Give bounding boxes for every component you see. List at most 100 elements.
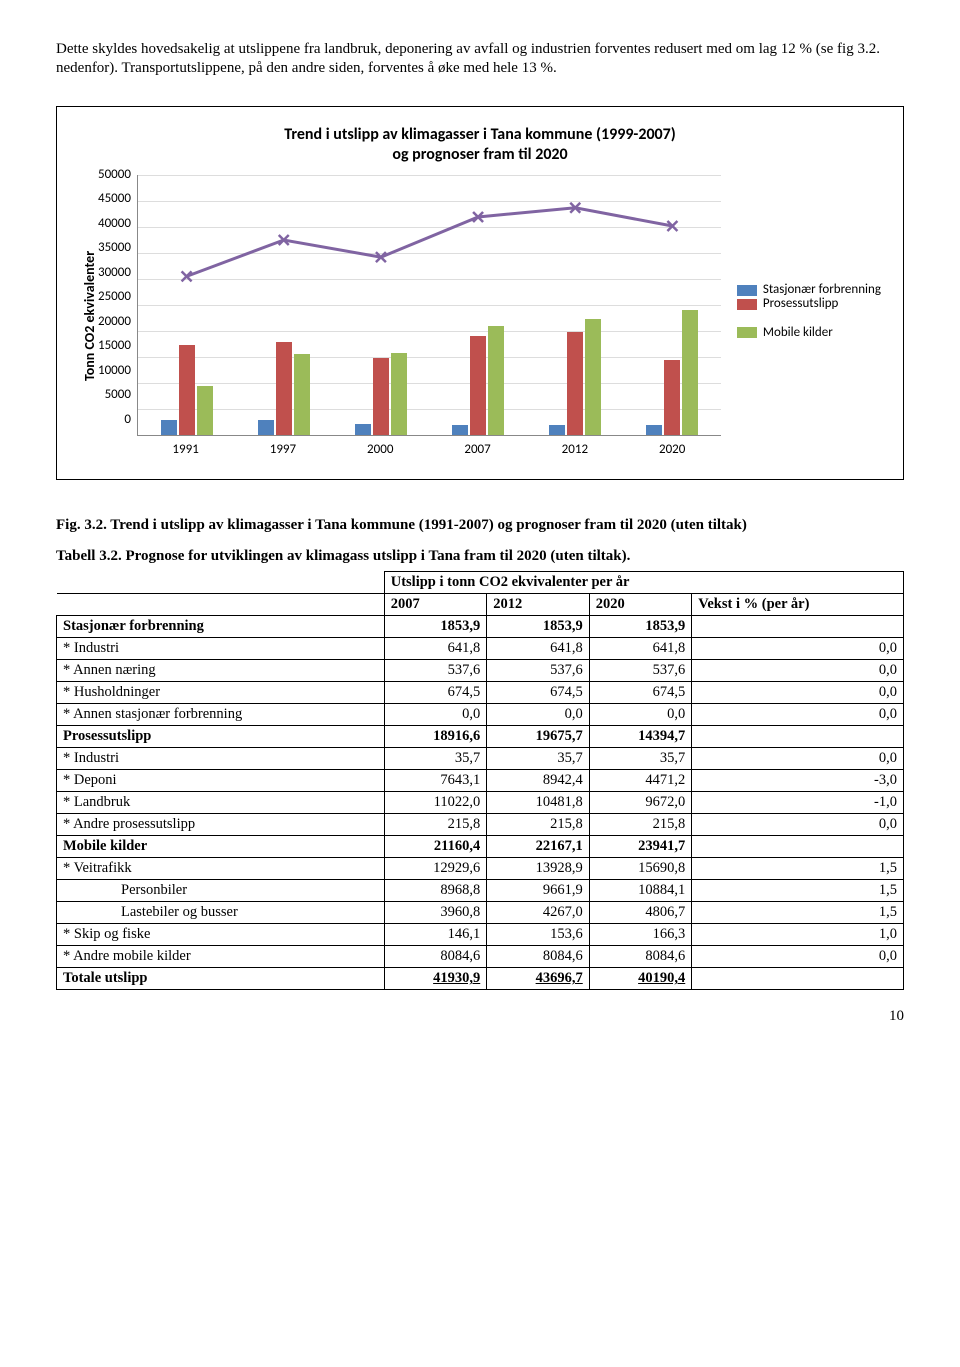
table-cell: 215,8 xyxy=(487,814,590,836)
table-cell: 153,6 xyxy=(487,924,590,946)
chart-bar xyxy=(567,332,583,434)
chart-bar xyxy=(276,342,292,434)
table-row-label: Totale utslipp xyxy=(57,968,385,990)
table-row: * Landbruk11022,010481,89672,0-1,0 xyxy=(57,792,904,814)
table-cell: 641,8 xyxy=(589,638,692,660)
table-cell: 41930,9 xyxy=(384,968,487,990)
chart-bar-group xyxy=(429,175,526,435)
page-number: 10 xyxy=(56,1008,904,1025)
table-row: * Andre prosessutslipp215,8215,8215,80,0 xyxy=(57,814,904,836)
chart-bar-group xyxy=(624,175,721,435)
table-cell: 43696,7 xyxy=(487,968,590,990)
chart-xtick: 2012 xyxy=(526,442,623,457)
table-cell: 1,5 xyxy=(692,858,904,880)
table-caption-text: Tabell 3.2. Prognose for utviklingen av … xyxy=(56,548,630,564)
table-cell: 9672,0 xyxy=(589,792,692,814)
table-cell: 641,8 xyxy=(487,638,590,660)
chart-ytick: 45000 xyxy=(98,191,131,206)
legend-swatch xyxy=(737,327,757,338)
table-cell: 3960,8 xyxy=(384,902,487,924)
chart-bar xyxy=(294,354,310,435)
table-cell: 641,8 xyxy=(384,638,487,660)
chart-ytick: 30000 xyxy=(98,265,131,280)
chart-ytick: 25000 xyxy=(98,289,131,304)
legend-item: Prosessutslipp xyxy=(737,297,881,311)
table-corner xyxy=(57,572,385,594)
table-cell: 0,0 xyxy=(692,638,904,660)
table-row-label: Personbiler xyxy=(57,880,385,902)
table-col-header: 2020 xyxy=(589,594,692,616)
table-cell: 19675,7 xyxy=(487,726,590,748)
table-cell: 13928,9 xyxy=(487,858,590,880)
chart-bar xyxy=(197,386,213,435)
table-row-label: * Andre prosessutslipp xyxy=(57,814,385,836)
chart-bar xyxy=(646,425,662,435)
table-row-label: * Industri xyxy=(57,748,385,770)
table-cell: 4806,7 xyxy=(589,902,692,924)
chart-ytick: 10000 xyxy=(98,363,131,378)
chart-bar xyxy=(682,310,698,434)
table-cell: 4267,0 xyxy=(487,902,590,924)
table-row: Totale utslipp41930,943696,740190,4 xyxy=(57,968,904,990)
table-cell: 8084,6 xyxy=(384,946,487,968)
legend-label: Mobile kilder xyxy=(763,326,833,340)
chart-bar xyxy=(452,425,468,435)
table-cell: 15690,8 xyxy=(589,858,692,880)
table-cell: 22167,1 xyxy=(487,836,590,858)
table-row-label: * Husholdninger xyxy=(57,682,385,704)
table-row-label: * Annen næring xyxy=(57,660,385,682)
chart-title: Trend i utslipp av klimagasser i Tana ko… xyxy=(79,125,881,165)
table-caption: Tabell 3.2. Prognose for utviklingen av … xyxy=(56,548,904,565)
chart-bar xyxy=(488,326,504,434)
table-cell: 35,7 xyxy=(589,748,692,770)
table-cell: 40190,4 xyxy=(589,968,692,990)
table-col-header: 2012 xyxy=(487,594,590,616)
intro-paragraph: Dette skyldes hovedsakelig at utslippene… xyxy=(56,40,904,78)
table-row-label: * Industri xyxy=(57,638,385,660)
chart-bar xyxy=(355,424,371,434)
chart-bar xyxy=(470,336,486,434)
table-cell: 146,1 xyxy=(384,924,487,946)
chart-bar-group xyxy=(527,175,624,435)
chart-plot-area xyxy=(137,175,721,436)
table-row-label: Lastebiler og busser xyxy=(57,902,385,924)
chart-bar-group xyxy=(235,175,332,435)
table-cell: 8084,6 xyxy=(589,946,692,968)
table-row: * Husholdninger674,5674,5674,50,0 xyxy=(57,682,904,704)
table-row-label: * Deponi xyxy=(57,770,385,792)
table-cell: 35,7 xyxy=(384,748,487,770)
legend-swatch xyxy=(737,285,757,296)
table-cell: 674,5 xyxy=(589,682,692,704)
legend-item: Mobile kilder xyxy=(737,326,881,340)
table-cell: 537,6 xyxy=(384,660,487,682)
table-cell: 674,5 xyxy=(487,682,590,704)
table-row-label: * Annen stasjonær forbrenning xyxy=(57,704,385,726)
table-row-label: Prosessutslipp xyxy=(57,726,385,748)
table-col-header: 2007 xyxy=(384,594,487,616)
table-cell: 10884,1 xyxy=(589,880,692,902)
chart-xaxis: 199119972000200720122020 xyxy=(137,442,721,457)
table-row-label: * Landbruk xyxy=(57,792,385,814)
table-cell: 1,5 xyxy=(692,880,904,902)
chart-xtick: 1997 xyxy=(234,442,331,457)
chart-ylabel: Tonn CO2 ekvivalenter xyxy=(79,175,98,457)
table-cell: 1853,9 xyxy=(589,616,692,638)
table-row-label: * Veitrafikk xyxy=(57,858,385,880)
table-cell: 0,0 xyxy=(692,660,904,682)
table-cell: 166,3 xyxy=(589,924,692,946)
table-cell: 11022,0 xyxy=(384,792,487,814)
table-cell: 8084,6 xyxy=(487,946,590,968)
table-span-header: Utslipp i tonn CO2 ekvivalenter per år xyxy=(384,572,903,594)
table-row: Mobile kilder21160,422167,123941,7 xyxy=(57,836,904,858)
table-cell: 1853,9 xyxy=(384,616,487,638)
chart-ytick: 0 xyxy=(124,412,131,427)
table-row: * Andre mobile kilder8084,68084,68084,60… xyxy=(57,946,904,968)
table-cell: 0,0 xyxy=(589,704,692,726)
table-cell: -3,0 xyxy=(692,770,904,792)
table-cell: 0,0 xyxy=(692,814,904,836)
data-table: Utslipp i tonn CO2 ekvivalenter per år20… xyxy=(56,571,904,990)
table-cell xyxy=(692,836,904,858)
chart-title-line2: og prognoser fram til 2020 xyxy=(392,145,567,164)
table-cell: 21160,4 xyxy=(384,836,487,858)
table-cell: 1,5 xyxy=(692,902,904,924)
